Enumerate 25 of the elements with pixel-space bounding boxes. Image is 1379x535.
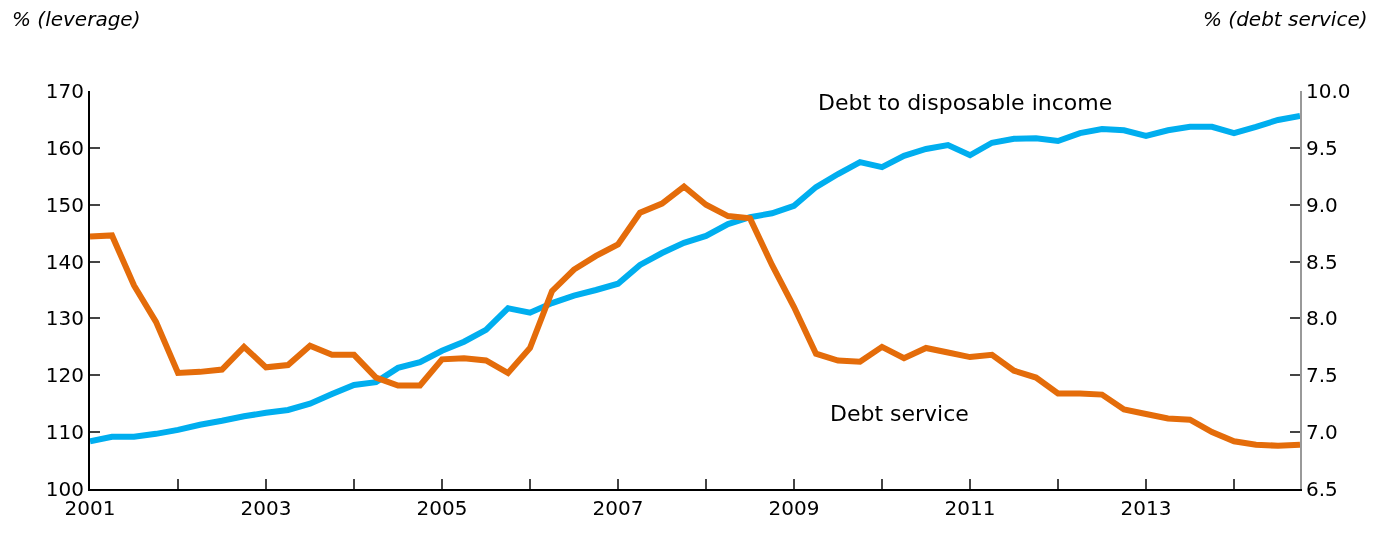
y-tick-label: 160 — [45, 135, 84, 160]
y2-tick-label: 9.0 — [1306, 192, 1338, 217]
y-tick-label: 170 — [45, 79, 84, 103]
y-tick-label: 140 — [45, 249, 84, 274]
y2-tick-label: 8.5 — [1306, 249, 1338, 274]
series-label: Debt to disposable income — [818, 90, 1113, 115]
y-tick-label: 130 — [45, 306, 84, 331]
y2-axis-title: % (debt service) — [1203, 7, 1368, 31]
x-tick-label: 2003 — [240, 496, 292, 520]
x-tick-label: 2005 — [416, 496, 468, 520]
y2-tick-label: 9.5 — [1306, 135, 1338, 160]
x-tick-label: 2013 — [1120, 496, 1172, 520]
y2-tick-label: 6.5 — [1306, 477, 1338, 501]
y2-tick-label: 10.0 — [1306, 79, 1351, 103]
y-tick-label: 120 — [45, 363, 84, 388]
y-tick-label: 110 — [45, 420, 84, 445]
y2-tick-label: 7.5 — [1306, 363, 1338, 388]
x-tick-label: 2007 — [592, 496, 644, 520]
y-axis-title: % (leverage) — [12, 7, 141, 31]
y-tick-label: 150 — [45, 192, 84, 217]
series-label: Debt service — [830, 401, 969, 426]
x-tick-label: 2009 — [768, 496, 820, 520]
y2-tick-label: 8.0 — [1306, 306, 1338, 331]
y2-tick-label: 7.0 — [1306, 420, 1338, 445]
x-tick-label: 2011 — [944, 496, 996, 520]
